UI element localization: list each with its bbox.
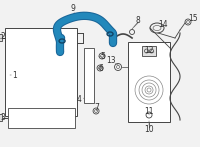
Bar	[128, 42, 170, 122]
Text: 10: 10	[144, 126, 154, 135]
Text: 3: 3	[1, 113, 6, 122]
Text: 12: 12	[144, 46, 154, 55]
Text: 6: 6	[99, 64, 103, 72]
Text: 7: 7	[95, 103, 99, 112]
Text: 1: 1	[12, 71, 16, 80]
Bar	[84, 48, 94, 103]
Bar	[5, 28, 77, 116]
FancyBboxPatch shape	[0, 115, 3, 122]
Text: 14: 14	[158, 20, 168, 29]
Bar	[142, 46, 156, 56]
Text: 5: 5	[101, 51, 105, 61]
Text: 2: 2	[1, 31, 5, 41]
Text: 4: 4	[77, 96, 82, 105]
Text: 9: 9	[71, 4, 76, 12]
Bar	[8, 108, 75, 128]
Text: 8: 8	[136, 15, 140, 25]
Text: 11: 11	[144, 107, 154, 117]
FancyBboxPatch shape	[0, 35, 3, 41]
Text: 13: 13	[106, 56, 116, 65]
Text: 15: 15	[188, 14, 198, 22]
